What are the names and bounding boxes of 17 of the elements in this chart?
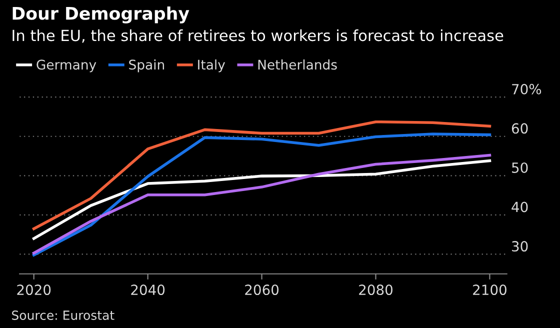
x-tick-label: 2040	[131, 284, 165, 296]
y-tick-label: 40	[512, 202, 528, 212]
legend-label: Spain	[129, 59, 164, 72]
y-tick-label: 30	[512, 241, 528, 252]
y-tick-label: 50	[512, 162, 528, 173]
x-tick-label: 2100	[473, 284, 506, 296]
legend-label: Netherlands	[258, 59, 337, 70]
source-note: Source: Eurostat	[12, 310, 114, 320]
chart-title: Dour Demography	[12, 6, 190, 24]
legend-label: Italy	[198, 59, 226, 72]
x-tick-label: 2020	[17, 284, 51, 296]
y-tick-label: 60	[512, 123, 528, 134]
x-tick-label: 2060	[245, 284, 279, 296]
y-tick-label: 70%	[512, 84, 542, 94]
x-tick-label: 2080	[359, 284, 392, 296]
chart-subtitle: In the EU, the share of retirees to workers is forecast to increase	[12, 29, 504, 43]
legend-label: Germany	[36, 60, 96, 72]
